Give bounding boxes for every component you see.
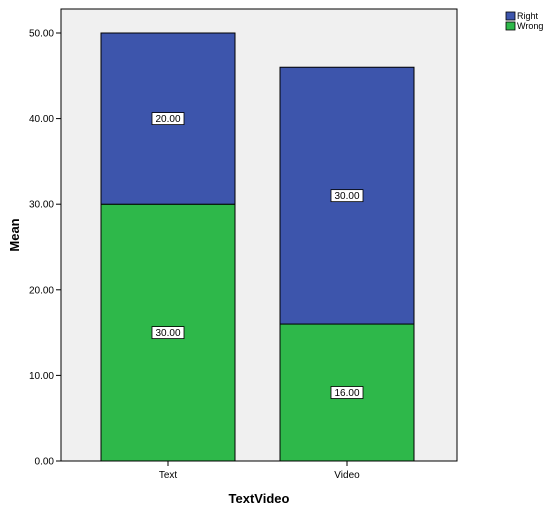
y-tick-label: 40.00 xyxy=(29,114,54,125)
x-axis-title: TextVideo xyxy=(229,491,290,506)
y-tick-label: 50.00 xyxy=(29,29,54,40)
y-tick-label: 30.00 xyxy=(29,200,54,211)
data-labels-layer: 30.00 20.00 16.00 30.00 xyxy=(151,112,364,399)
y-tick-label: 10.00 xyxy=(29,371,54,382)
x-tick-label-text: Text xyxy=(159,470,178,481)
y-tick-label: 20.00 xyxy=(29,285,54,296)
data-label-wrong-video: 16.00 xyxy=(334,388,359,399)
y-axis: 0.00 10.00 20.00 30.00 40.00 50.00 xyxy=(29,29,61,468)
y-tick-label: 0.00 xyxy=(35,457,55,468)
legend-swatch-right xyxy=(505,11,516,21)
data-label-right-video: 30.00 xyxy=(334,191,359,202)
data-label-box xyxy=(151,112,185,125)
data-label-box xyxy=(330,386,364,399)
legend-label-right: Right xyxy=(517,11,539,21)
legend-label-wrong: Wrong xyxy=(517,21,543,31)
x-tick-label-video: Video xyxy=(334,470,360,481)
legend-swatch-wrong xyxy=(505,21,516,31)
data-label-wrong-text: 30.00 xyxy=(155,328,180,339)
y-axis-title: Mean xyxy=(7,218,22,251)
data-label-right-text: 20.00 xyxy=(155,114,180,125)
data-label-box xyxy=(151,326,185,340)
x-axis: Text Video xyxy=(159,461,360,481)
data-label-box xyxy=(330,189,364,203)
